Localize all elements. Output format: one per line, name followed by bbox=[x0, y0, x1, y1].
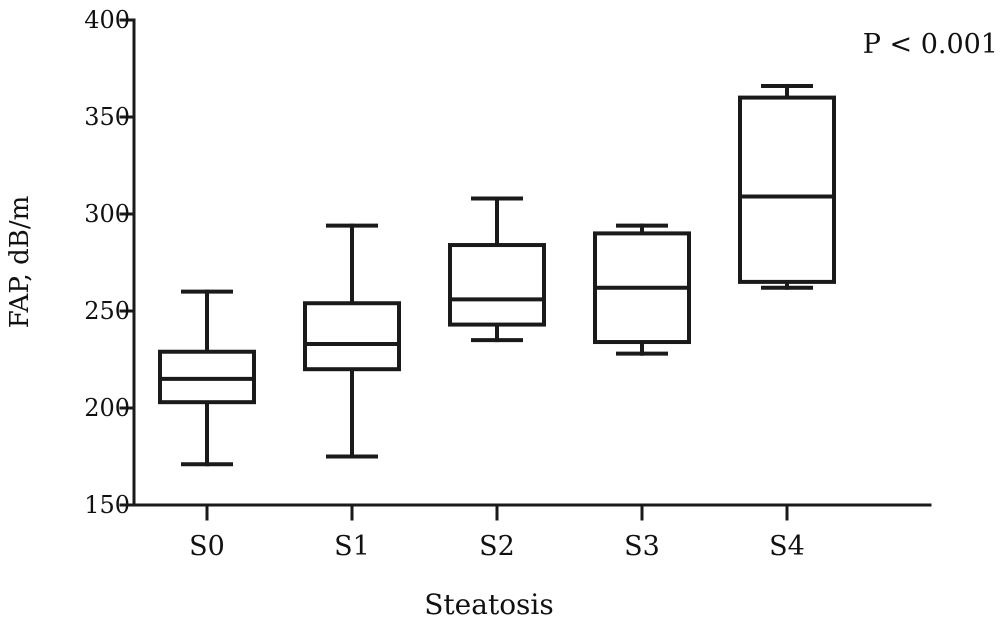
iqr-box-s4 bbox=[738, 95, 836, 284]
box-s3 bbox=[593, 223, 691, 356]
x-tick-label-s2: S2 bbox=[479, 531, 515, 562]
box-s2 bbox=[448, 196, 546, 343]
iqr-box-s2 bbox=[448, 243, 546, 327]
y-tick-label-200: 200 bbox=[84, 394, 130, 422]
y-axis-title: FAP, dB/m bbox=[5, 196, 35, 328]
box-s0 bbox=[158, 289, 256, 467]
x-axis-title: Steatosis bbox=[424, 588, 554, 621]
x-tick-label-s3: S3 bbox=[624, 531, 660, 562]
box-s1 bbox=[303, 223, 401, 459]
y-tick-label-350: 350 bbox=[84, 103, 130, 131]
x-tick-label-s4: S4 bbox=[769, 531, 805, 562]
y-tick-label-250: 250 bbox=[84, 297, 130, 325]
iqr-box-s1 bbox=[303, 301, 401, 372]
box-s4 bbox=[738, 83, 836, 290]
x-tick-label-s1: S1 bbox=[334, 531, 370, 562]
x-tick-label-s0: S0 bbox=[189, 531, 225, 562]
x-axis: S0 S1 S2 S3 S4 bbox=[119, 503, 932, 562]
box-plot-series bbox=[158, 83, 836, 467]
y-tick-label-400: 400 bbox=[84, 6, 130, 34]
p-value-annotation: P < 0.001 bbox=[863, 29, 998, 60]
y-tick-label-300: 300 bbox=[84, 200, 130, 228]
